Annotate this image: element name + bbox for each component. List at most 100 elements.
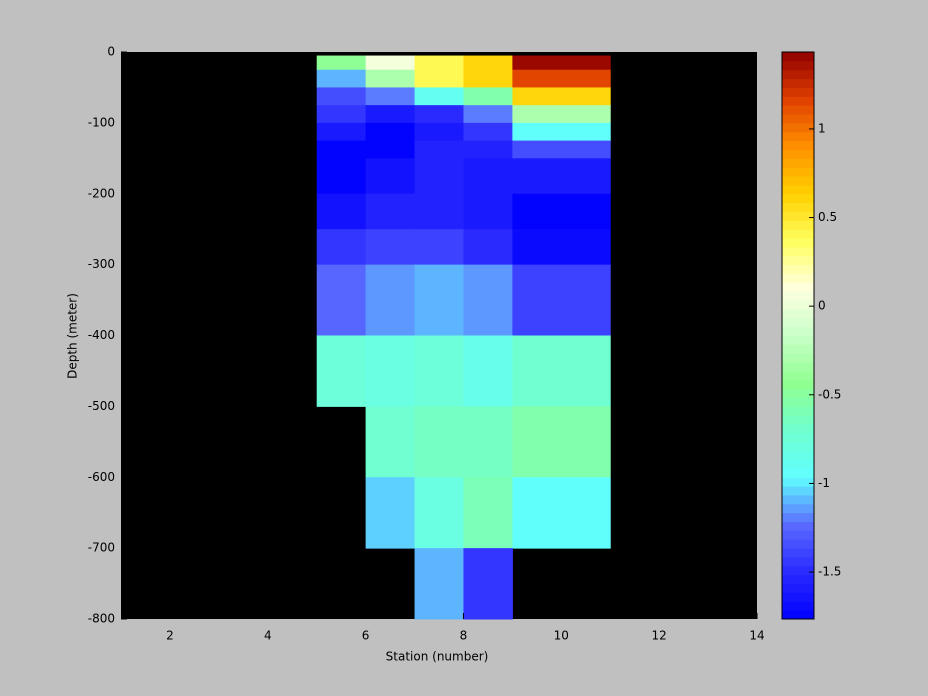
cell xyxy=(316,335,367,407)
cell xyxy=(414,140,464,159)
cell xyxy=(316,105,367,124)
colorbar-band xyxy=(782,211,814,221)
cell xyxy=(463,122,513,142)
colorbar-frame xyxy=(781,51,815,620)
colorbar-band xyxy=(782,158,814,168)
cell xyxy=(463,105,513,124)
cell xyxy=(414,193,464,230)
colorbar-band xyxy=(782,78,814,88)
y-tick-label: -400 xyxy=(88,328,115,342)
colorbar-band xyxy=(782,149,814,159)
cell xyxy=(512,69,611,88)
cell xyxy=(316,193,367,230)
colorbar-band xyxy=(782,548,814,558)
y-tick-label: -600 xyxy=(88,470,115,484)
y-tick-label: -700 xyxy=(88,541,115,555)
colorbar-band xyxy=(782,300,814,310)
colorbar-tick-label: 0 xyxy=(818,299,826,313)
colorbar-band xyxy=(782,468,814,478)
cell xyxy=(463,264,513,336)
colorbar-band xyxy=(782,362,814,372)
colorbar-band xyxy=(782,131,814,142)
cell xyxy=(316,158,367,195)
cell xyxy=(414,264,464,336)
cell xyxy=(463,69,513,88)
cell xyxy=(365,140,416,159)
cell xyxy=(414,477,464,549)
colorbar-band xyxy=(782,530,814,540)
cell xyxy=(512,264,611,336)
cell xyxy=(512,477,611,549)
colorbar-band xyxy=(782,176,814,186)
cell xyxy=(365,264,416,336)
colorbar-band xyxy=(782,273,814,283)
cell xyxy=(316,140,367,159)
colorbar-band xyxy=(782,574,814,585)
cell xyxy=(365,193,416,230)
y-tick-label: -800 xyxy=(88,612,115,626)
colorbar-band xyxy=(782,503,814,514)
colorbar-band xyxy=(782,60,814,71)
colorbar-band xyxy=(782,539,814,549)
x-tick-label: 10 xyxy=(554,629,569,643)
colorbar-band xyxy=(782,229,814,239)
colorbar-band xyxy=(782,477,814,487)
cell xyxy=(414,69,464,88)
cell xyxy=(512,406,611,478)
x-tick-label: 8 xyxy=(460,629,468,643)
colorbar-band xyxy=(782,415,814,425)
colorbar-band xyxy=(782,317,814,328)
cell xyxy=(512,158,611,195)
colorbar-band xyxy=(782,344,814,354)
cell xyxy=(365,158,416,195)
colorbar-band xyxy=(782,326,814,336)
colorbar-band xyxy=(782,246,814,257)
cell xyxy=(316,55,367,71)
colorbar-band xyxy=(782,114,814,124)
y-tick-label: 0 xyxy=(107,45,115,59)
cell xyxy=(365,69,416,88)
cell xyxy=(463,193,513,230)
colorbar-band xyxy=(782,202,814,212)
cell xyxy=(365,87,416,106)
colorbar-band xyxy=(782,521,814,531)
colorbar-band xyxy=(782,335,814,345)
cell xyxy=(316,122,367,142)
x-tick-label: 6 xyxy=(362,629,370,643)
cell xyxy=(365,55,416,71)
colorbar-band xyxy=(782,601,814,611)
colorbar-band xyxy=(782,291,814,301)
cell xyxy=(316,264,367,336)
cell xyxy=(512,140,611,159)
colorbar-band xyxy=(782,353,814,363)
cell xyxy=(463,477,513,549)
cell xyxy=(365,122,416,142)
colorbar-band xyxy=(782,592,814,602)
cell xyxy=(512,335,611,407)
colorbar-band xyxy=(782,96,814,106)
cell xyxy=(316,229,367,266)
cell xyxy=(414,406,464,478)
y-tick-label: -500 xyxy=(88,399,115,413)
y-tick-label: -100 xyxy=(88,115,115,129)
cell xyxy=(463,158,513,195)
x-tick-label: 2 xyxy=(166,629,174,643)
cell xyxy=(512,87,611,106)
colorbar-band xyxy=(782,282,814,292)
cell xyxy=(463,335,513,407)
x-tick-label: 14 xyxy=(749,629,764,643)
cell xyxy=(414,122,464,142)
cell xyxy=(414,87,464,106)
colorbar-tick-label: 1 xyxy=(818,121,826,135)
colorbar-tick-label: -1.5 xyxy=(818,565,841,579)
cell xyxy=(414,229,464,266)
colorbar-tick-label: 0.5 xyxy=(818,210,837,224)
cell xyxy=(463,406,513,478)
y-tick-label: -300 xyxy=(88,257,115,271)
colorbar-band xyxy=(782,255,814,266)
colorbar-tick-label: -0.5 xyxy=(818,387,841,401)
colorbar-band xyxy=(782,406,814,416)
colorbar-band xyxy=(782,167,814,177)
y-tick-label: -200 xyxy=(88,186,115,200)
